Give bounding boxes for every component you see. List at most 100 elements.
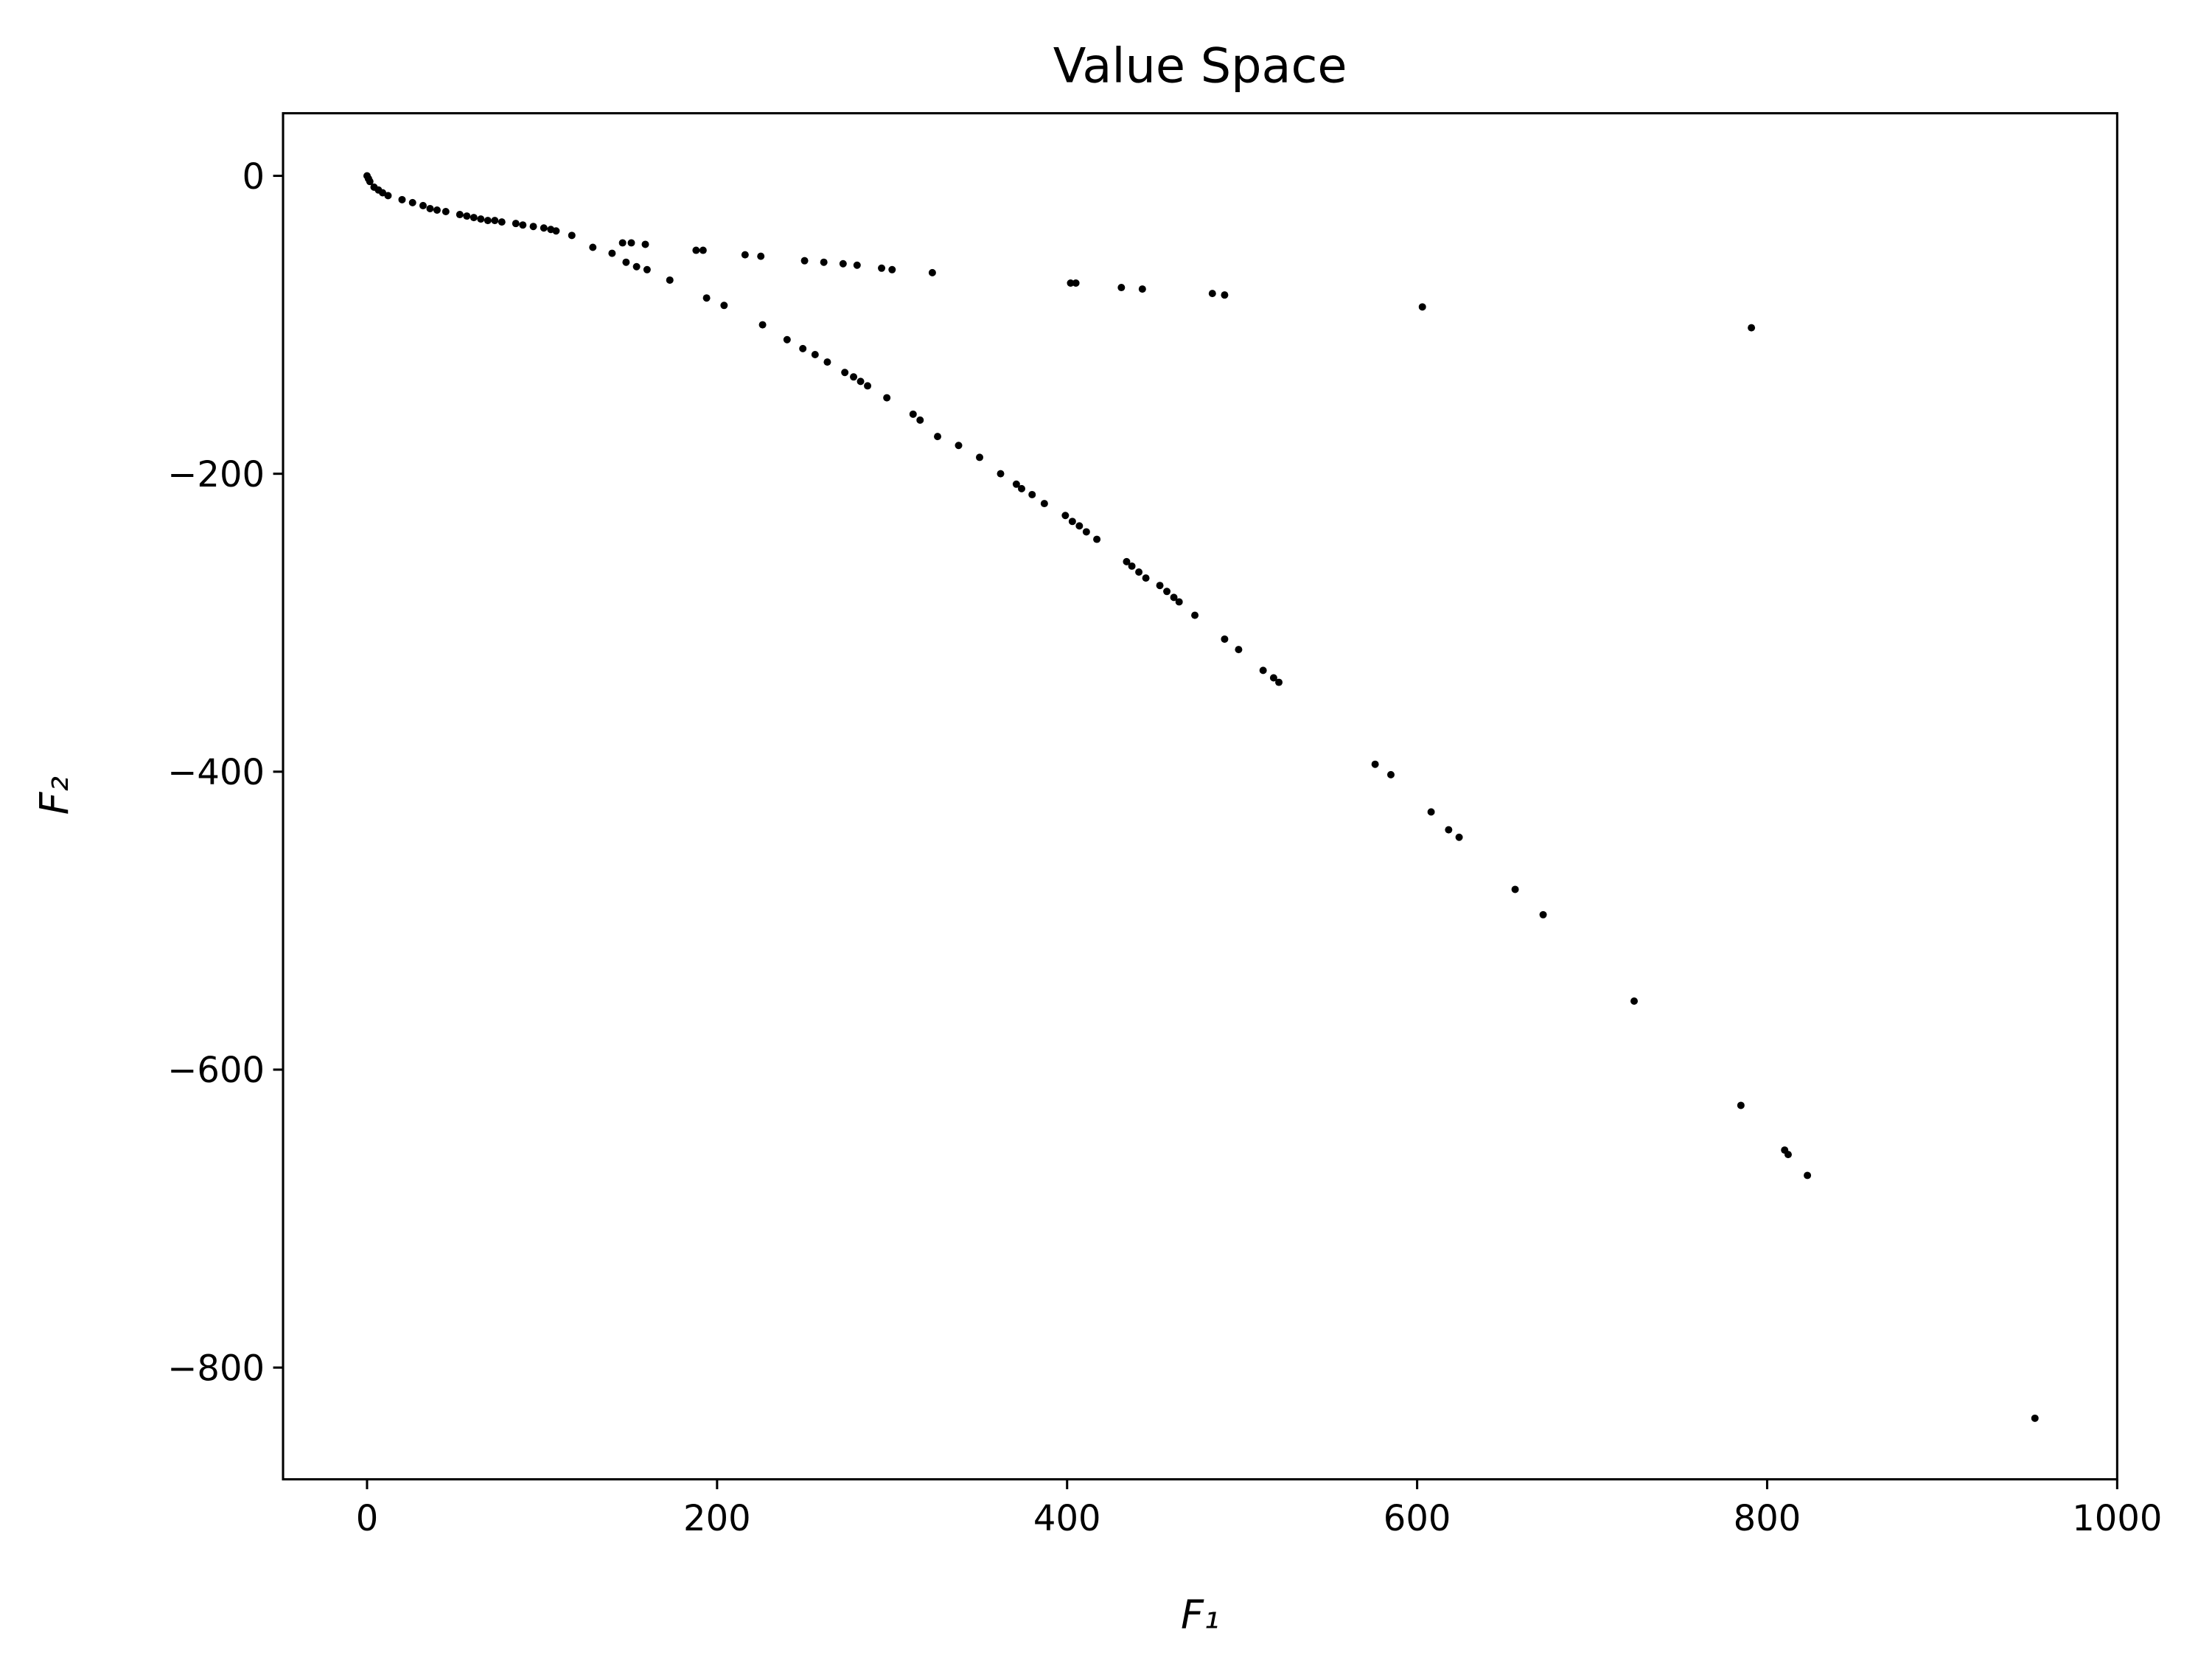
point — [839, 259, 847, 268]
point — [477, 215, 485, 223]
point — [1784, 1151, 1792, 1159]
point — [1163, 588, 1171, 596]
point — [758, 321, 767, 329]
point — [419, 201, 427, 209]
y-tick-label: −600 — [167, 1050, 265, 1091]
point — [1093, 535, 1101, 543]
point — [976, 453, 984, 461]
x-tick-label: 600 — [1384, 1498, 1451, 1539]
point — [1235, 646, 1243, 654]
point — [408, 198, 416, 206]
chart-title: Value Space — [1053, 38, 1347, 94]
point — [1455, 833, 1463, 841]
point — [955, 442, 963, 450]
x-tick-label: 200 — [683, 1498, 751, 1539]
point — [529, 223, 537, 231]
point — [1075, 522, 1084, 530]
point — [433, 206, 441, 214]
point — [820, 258, 828, 266]
point — [1170, 593, 1178, 602]
axes-frame — [282, 112, 2118, 1481]
point — [720, 302, 728, 310]
point — [1221, 635, 1229, 643]
point — [1418, 303, 1426, 311]
point — [1386, 770, 1395, 778]
y-tick-label: −400 — [167, 752, 265, 793]
point — [1445, 826, 1453, 834]
point — [888, 265, 896, 273]
point — [1123, 557, 1131, 565]
point — [426, 204, 434, 212]
point — [641, 240, 649, 248]
point — [909, 410, 917, 418]
point — [618, 239, 627, 247]
point — [1269, 674, 1277, 682]
x-tick-label: 0 — [356, 1498, 379, 1539]
point — [519, 221, 527, 229]
point — [366, 178, 374, 186]
point — [916, 416, 924, 424]
point — [878, 264, 886, 272]
point — [1128, 562, 1136, 570]
point — [484, 217, 492, 225]
x-tick-label: 800 — [1734, 1498, 1801, 1539]
point — [632, 262, 641, 271]
point — [853, 261, 861, 269]
point — [491, 217, 499, 225]
y-tick-label: −200 — [167, 454, 265, 495]
point — [856, 377, 865, 386]
point — [2031, 1414, 2039, 1422]
y-tick-label: −800 — [167, 1348, 265, 1389]
point — [928, 268, 936, 276]
point — [1737, 1101, 1745, 1109]
point — [1208, 290, 1216, 298]
point — [643, 265, 651, 273]
point — [1018, 484, 1025, 492]
point — [1012, 480, 1020, 488]
point — [883, 394, 891, 402]
point — [1156, 582, 1164, 590]
point — [841, 369, 849, 377]
x-tick-label: 1000 — [2072, 1498, 2162, 1539]
point — [512, 220, 520, 228]
point — [1371, 760, 1379, 768]
y-tick-label: 0 — [242, 156, 265, 198]
point — [1138, 285, 1146, 293]
point — [463, 212, 471, 220]
point — [470, 214, 478, 222]
point — [1804, 1171, 1812, 1180]
point — [442, 208, 450, 215]
point — [997, 470, 1005, 478]
point — [702, 294, 711, 302]
point — [757, 252, 765, 260]
point — [692, 246, 700, 254]
y-axis-label: F₂ — [31, 776, 77, 815]
point — [568, 231, 576, 240]
point — [1135, 568, 1143, 576]
point — [608, 249, 616, 257]
point — [1275, 678, 1283, 686]
point — [1082, 528, 1090, 536]
point — [1028, 490, 1036, 498]
point — [1175, 598, 1183, 606]
point — [811, 350, 819, 358]
point — [741, 251, 749, 259]
point — [622, 258, 630, 266]
point — [1539, 910, 1547, 919]
point — [552, 227, 560, 235]
point — [398, 195, 406, 203]
point — [1067, 279, 1075, 287]
point — [1748, 324, 1756, 332]
point — [1427, 808, 1435, 816]
point — [850, 373, 858, 381]
point — [540, 224, 548, 232]
point — [1117, 284, 1126, 292]
point — [456, 211, 464, 219]
point — [1142, 574, 1150, 582]
point — [1630, 997, 1639, 1006]
point — [1072, 279, 1080, 287]
point — [627, 239, 635, 247]
point — [799, 344, 807, 352]
point — [800, 257, 809, 265]
